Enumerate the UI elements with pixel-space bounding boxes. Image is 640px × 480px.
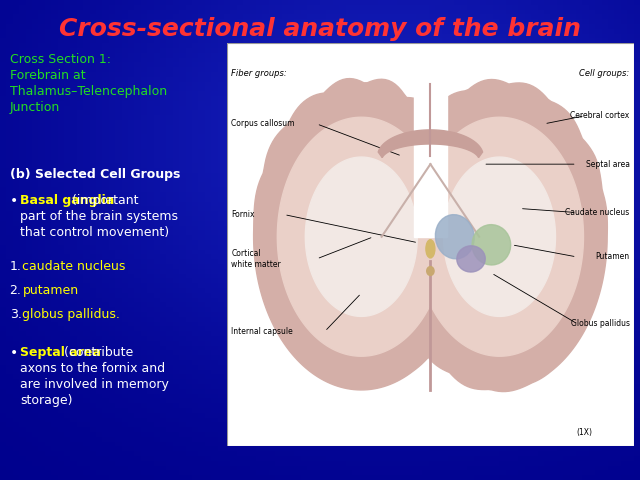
Text: caudate nucleus: caudate nucleus	[22, 260, 126, 273]
Ellipse shape	[426, 240, 435, 258]
Text: Putamen: Putamen	[595, 252, 630, 262]
Text: (b) Selected Cell Groups: (b) Selected Cell Groups	[10, 168, 180, 181]
Text: Cross Section 1:
Forebrain at
Thalamus–Telencephalon
Junction: Cross Section 1: Forebrain at Thalamus–T…	[10, 53, 167, 114]
Bar	[414, 84, 447, 237]
Polygon shape	[253, 79, 472, 390]
Text: Internal capsule: Internal capsule	[231, 327, 293, 336]
Text: Septal area: Septal area	[586, 160, 630, 168]
Text: Corpus callosum: Corpus callosum	[231, 120, 295, 128]
Text: Fiber groups:: Fiber groups:	[231, 70, 287, 78]
Text: 2.: 2.	[10, 284, 22, 297]
Text: 3.: 3.	[10, 308, 22, 321]
Text: 1.: 1.	[10, 260, 22, 273]
Polygon shape	[277, 117, 445, 356]
Text: •: •	[10, 346, 18, 360]
Text: Caudate nucleus: Caudate nucleus	[565, 208, 630, 217]
Text: putamen: putamen	[22, 284, 79, 297]
Polygon shape	[389, 80, 607, 392]
Text: Septal area: Septal area	[20, 346, 101, 359]
Text: Basal ganglia: Basal ganglia	[20, 194, 115, 207]
Text: (important
part of the brain systems
that control movement): (important part of the brain systems tha…	[20, 194, 179, 240]
Ellipse shape	[435, 215, 474, 259]
Text: (1X): (1X)	[577, 428, 593, 437]
Polygon shape	[444, 157, 556, 316]
Text: Cell groups:: Cell groups:	[579, 70, 630, 78]
Text: (contribute
axons to the fornix and
are involved in memory
storage): (contribute axons to the fornix and are …	[20, 346, 170, 407]
Text: Cross-sectional anatomy of the brain: Cross-sectional anatomy of the brain	[59, 17, 581, 41]
Text: •: •	[10, 194, 18, 208]
Polygon shape	[378, 130, 483, 157]
Text: Cerebral cortex: Cerebral cortex	[570, 111, 630, 120]
Text: Cortical
white matter: Cortical white matter	[231, 249, 281, 269]
Polygon shape	[415, 117, 584, 356]
Ellipse shape	[427, 266, 434, 276]
Text: Fornix: Fornix	[231, 210, 255, 219]
Polygon shape	[305, 157, 417, 316]
Text: Globus pallidus: Globus pallidus	[570, 319, 630, 328]
Ellipse shape	[472, 225, 511, 265]
Text: globus pallidus.: globus pallidus.	[22, 308, 120, 321]
Ellipse shape	[457, 246, 485, 272]
